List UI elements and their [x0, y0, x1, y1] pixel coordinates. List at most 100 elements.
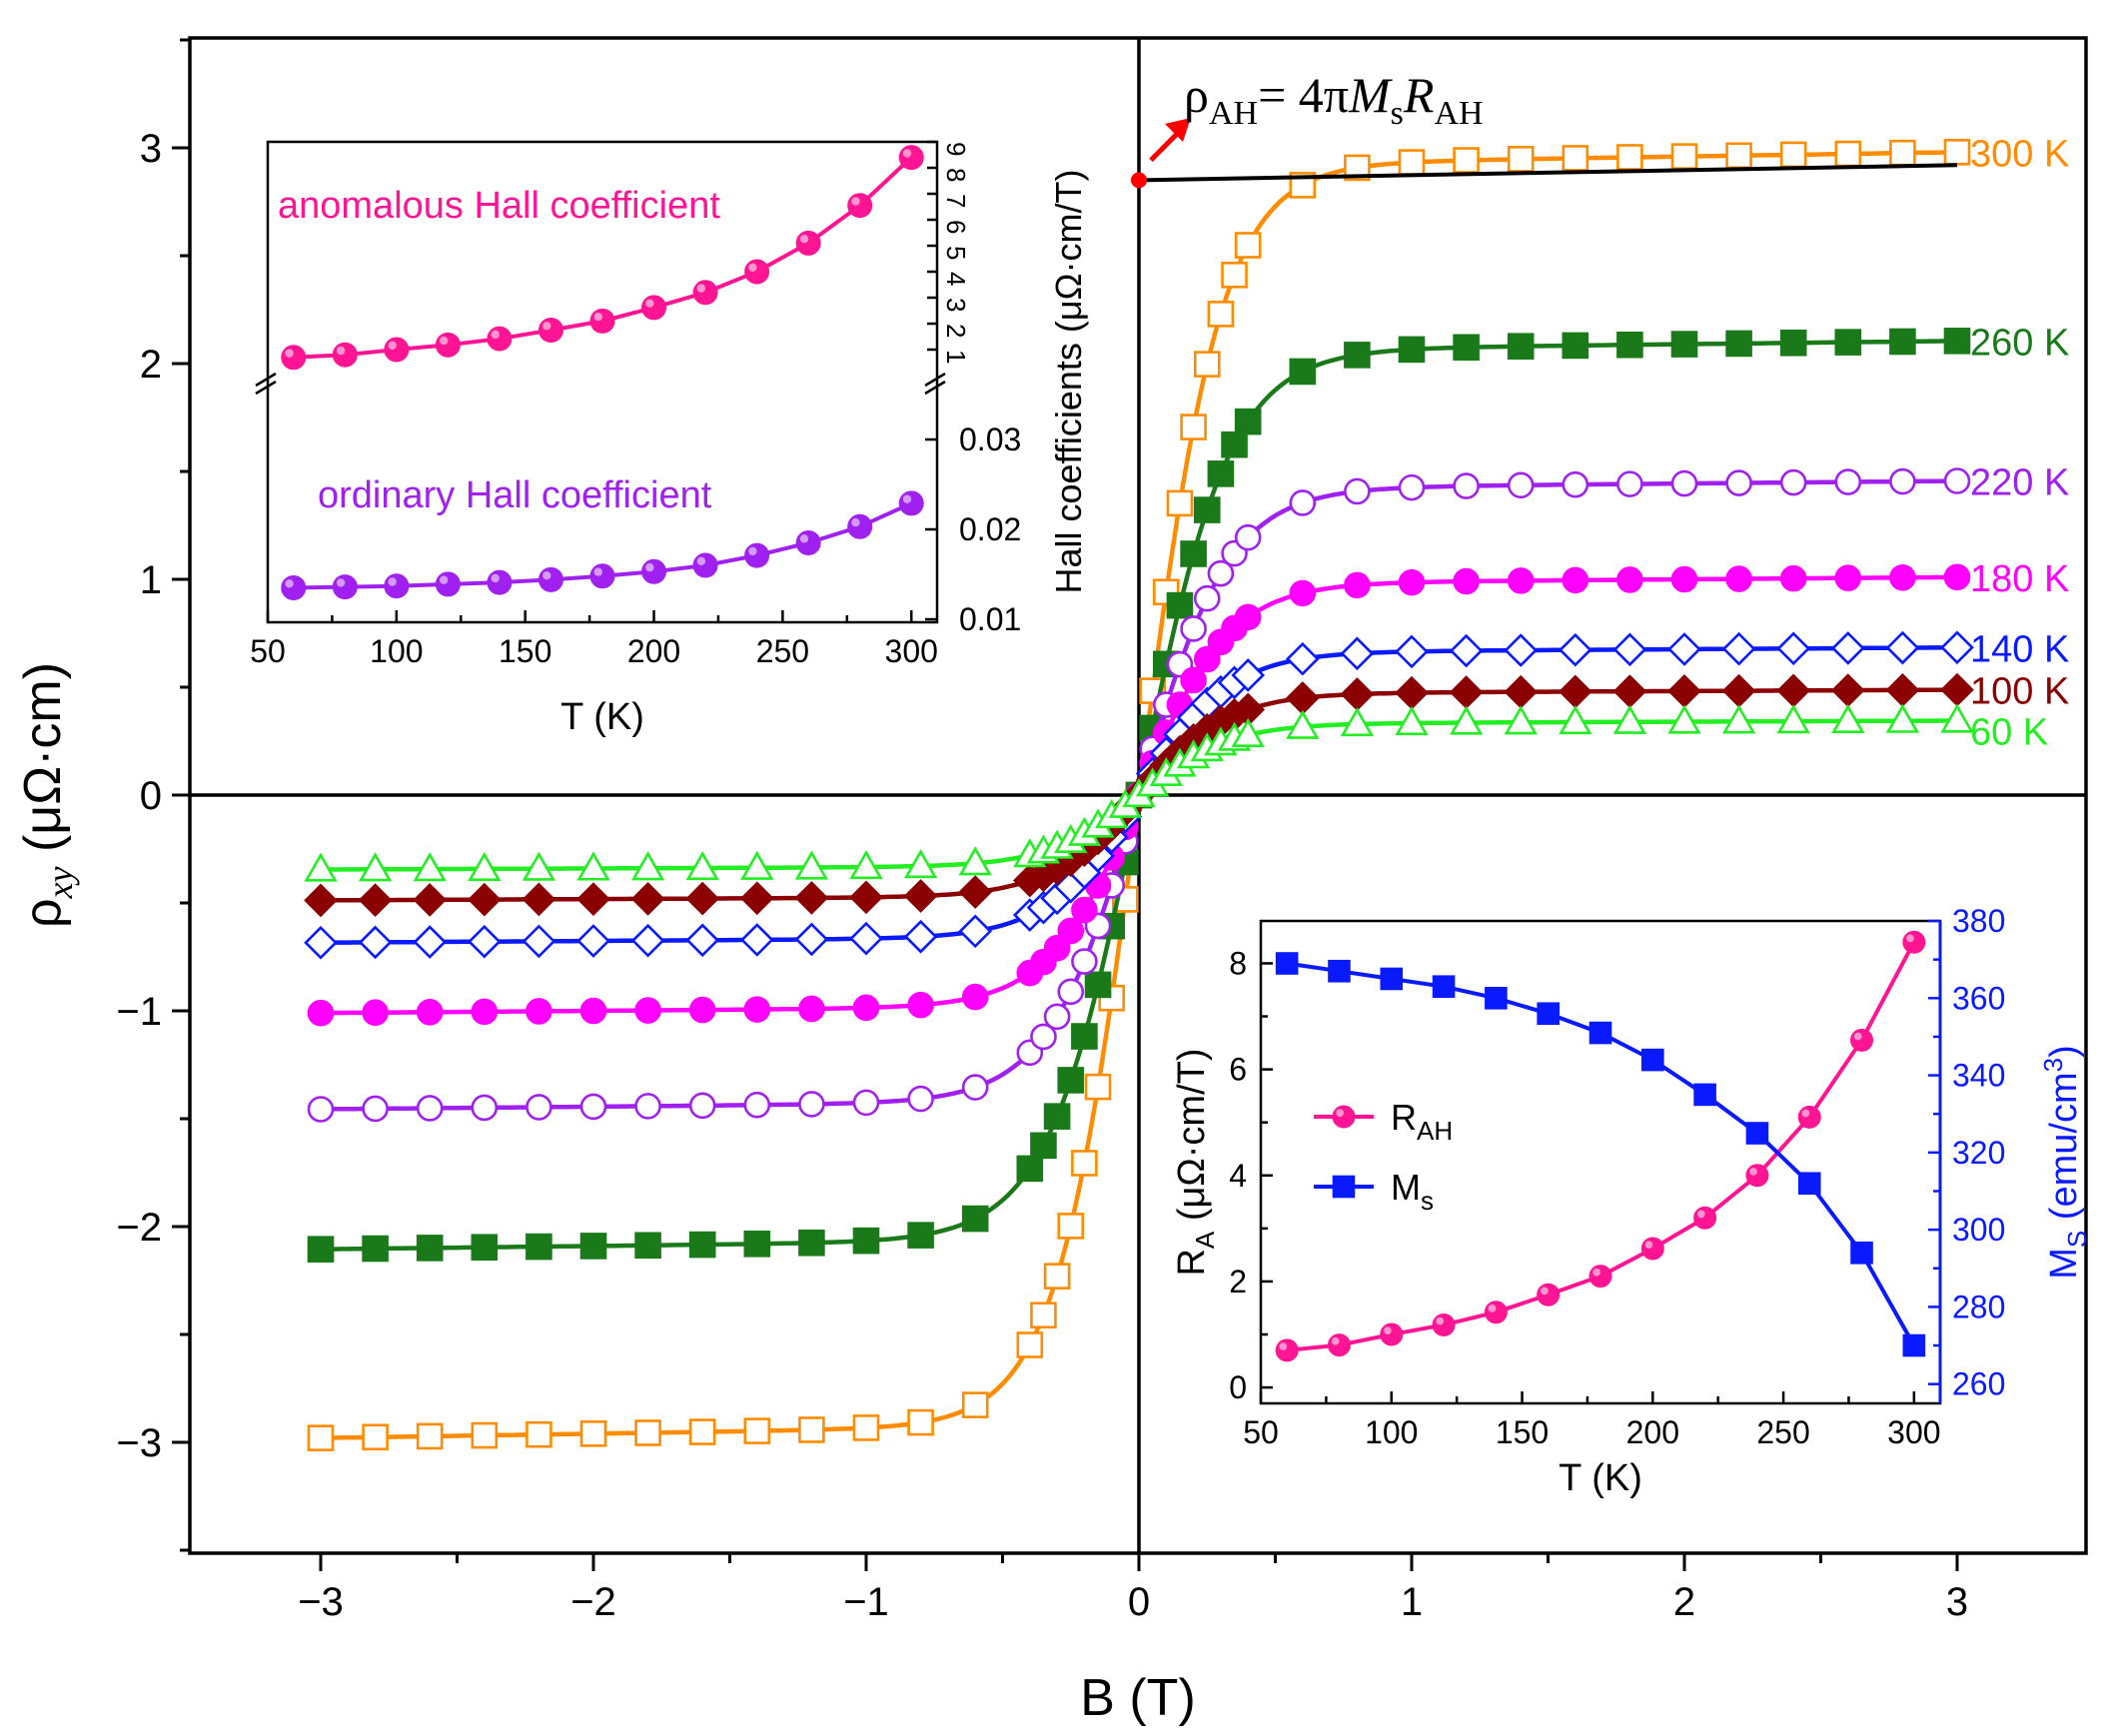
data-point-highlight [1279, 1342, 1288, 1350]
data-point [1667, 632, 1701, 666]
series-ms [1275, 952, 1926, 1357]
axis-break-mark [255, 380, 277, 396]
data-point [1693, 1083, 1716, 1107]
data-point-highlight [748, 263, 757, 272]
inset2-x-tick-label: 50 [1243, 1414, 1279, 1450]
data-point [634, 1093, 661, 1120]
data-point [688, 996, 716, 1024]
series-anomalous [281, 145, 924, 371]
data-point [1453, 334, 1480, 362]
data-point [1234, 523, 1262, 551]
data-point-highlight [388, 577, 397, 586]
inset1-x-tick-label: 300 [885, 633, 938, 669]
inset1-y-tick-label: 0.03 [959, 422, 1021, 457]
data-point [961, 1205, 989, 1233]
data-point [384, 337, 410, 363]
data-point [744, 542, 770, 568]
data-point [362, 1235, 389, 1263]
data-point [384, 573, 410, 599]
data-point [413, 925, 448, 959]
data-point [1693, 1206, 1717, 1230]
data-point [304, 925, 338, 960]
data-point [794, 881, 829, 915]
x-tick-label: 2 [1673, 1580, 1695, 1624]
data-point [1084, 1073, 1112, 1101]
data-point [685, 923, 720, 958]
data-point [740, 850, 774, 880]
data-point [467, 882, 502, 917]
arrow-head-icon [1165, 118, 1191, 142]
data-point [685, 881, 720, 916]
data-point [1485, 986, 1508, 1010]
data-point [1180, 414, 1207, 440]
data-point [852, 1089, 880, 1117]
data-point [849, 850, 883, 880]
data-point [1030, 1302, 1057, 1329]
data-point-highlight [696, 284, 706, 293]
data-point [1721, 631, 1756, 666]
data-point [1449, 633, 1484, 668]
data-point-highlight [1540, 1287, 1549, 1296]
data-point [1043, 934, 1071, 962]
inset-rah-ms: 50 100 150 200 250 300 T (K) 0 2 4 6 8 260 280 300 320 3… [1171, 903, 2092, 1499]
data-point [1380, 967, 1404, 991]
data-point [1885, 673, 1920, 707]
data-point [1940, 703, 1974, 733]
series-label: 60 K [1970, 711, 2048, 753]
data-point [795, 530, 821, 555]
data-point [958, 875, 993, 909]
inset1-y-tick-label: 7 [941, 194, 971, 208]
data-point [1453, 147, 1480, 174]
data-point [467, 924, 502, 959]
data-point [362, 1095, 389, 1123]
data-point [852, 1227, 880, 1255]
data-point [1507, 471, 1535, 499]
data-point [526, 1233, 552, 1261]
data-point [1507, 333, 1535, 360]
data-point [1231, 658, 1266, 692]
data-point [1616, 331, 1643, 359]
data-point [1562, 145, 1589, 172]
data-point [1043, 1263, 1071, 1290]
data-point [1084, 971, 1112, 999]
inset2-right-tick-label: 300 [1952, 1212, 2005, 1248]
data-point [961, 1391, 989, 1418]
data-point [1453, 472, 1480, 499]
inset2-right-tick-label: 280 [1952, 1289, 2005, 1324]
inset1-y-axis-title: Hall coefficients (μΩ·cm/T) [1048, 169, 1089, 593]
data-point [332, 574, 358, 600]
data-point [1616, 470, 1643, 497]
data-point [898, 490, 924, 516]
data-point [307, 1096, 335, 1123]
data-point-highlight [336, 346, 346, 356]
inset2-right-tick-label: 360 [1952, 980, 2005, 1016]
data-point [1779, 329, 1807, 357]
intercept-point [1131, 172, 1147, 189]
data-point [307, 1424, 335, 1451]
data-point [1943, 328, 1971, 355]
data-point [1207, 559, 1235, 587]
data-point [1667, 704, 1701, 734]
data-point [688, 1092, 716, 1120]
data-point [1831, 703, 1865, 734]
data-point [1221, 261, 1248, 289]
data-point [1453, 567, 1480, 595]
data-point [1537, 1002, 1560, 1026]
data-point [1030, 1132, 1057, 1160]
data-point-highlight [542, 322, 551, 331]
data-point [1588, 1265, 1612, 1289]
y-tick-label: 3 [140, 127, 162, 171]
x-tick-label: −3 [298, 1580, 344, 1624]
data-point [1885, 703, 1920, 733]
x-tick-label: 0 [1128, 1580, 1150, 1624]
inset1-x-tick-label: 250 [756, 633, 809, 669]
data-point [1327, 1333, 1351, 1357]
data-point [1016, 1155, 1044, 1183]
inset1-series-label: anomalous Hall coefficient [278, 185, 720, 227]
y-tick-label: 1 [140, 558, 162, 602]
inset2-x-axis-title: T (K) [1559, 1457, 1642, 1499]
data-point [1830, 631, 1865, 665]
y-tick-label: −1 [116, 990, 162, 1034]
data-point-highlight [851, 517, 860, 527]
data-point [1776, 673, 1811, 708]
